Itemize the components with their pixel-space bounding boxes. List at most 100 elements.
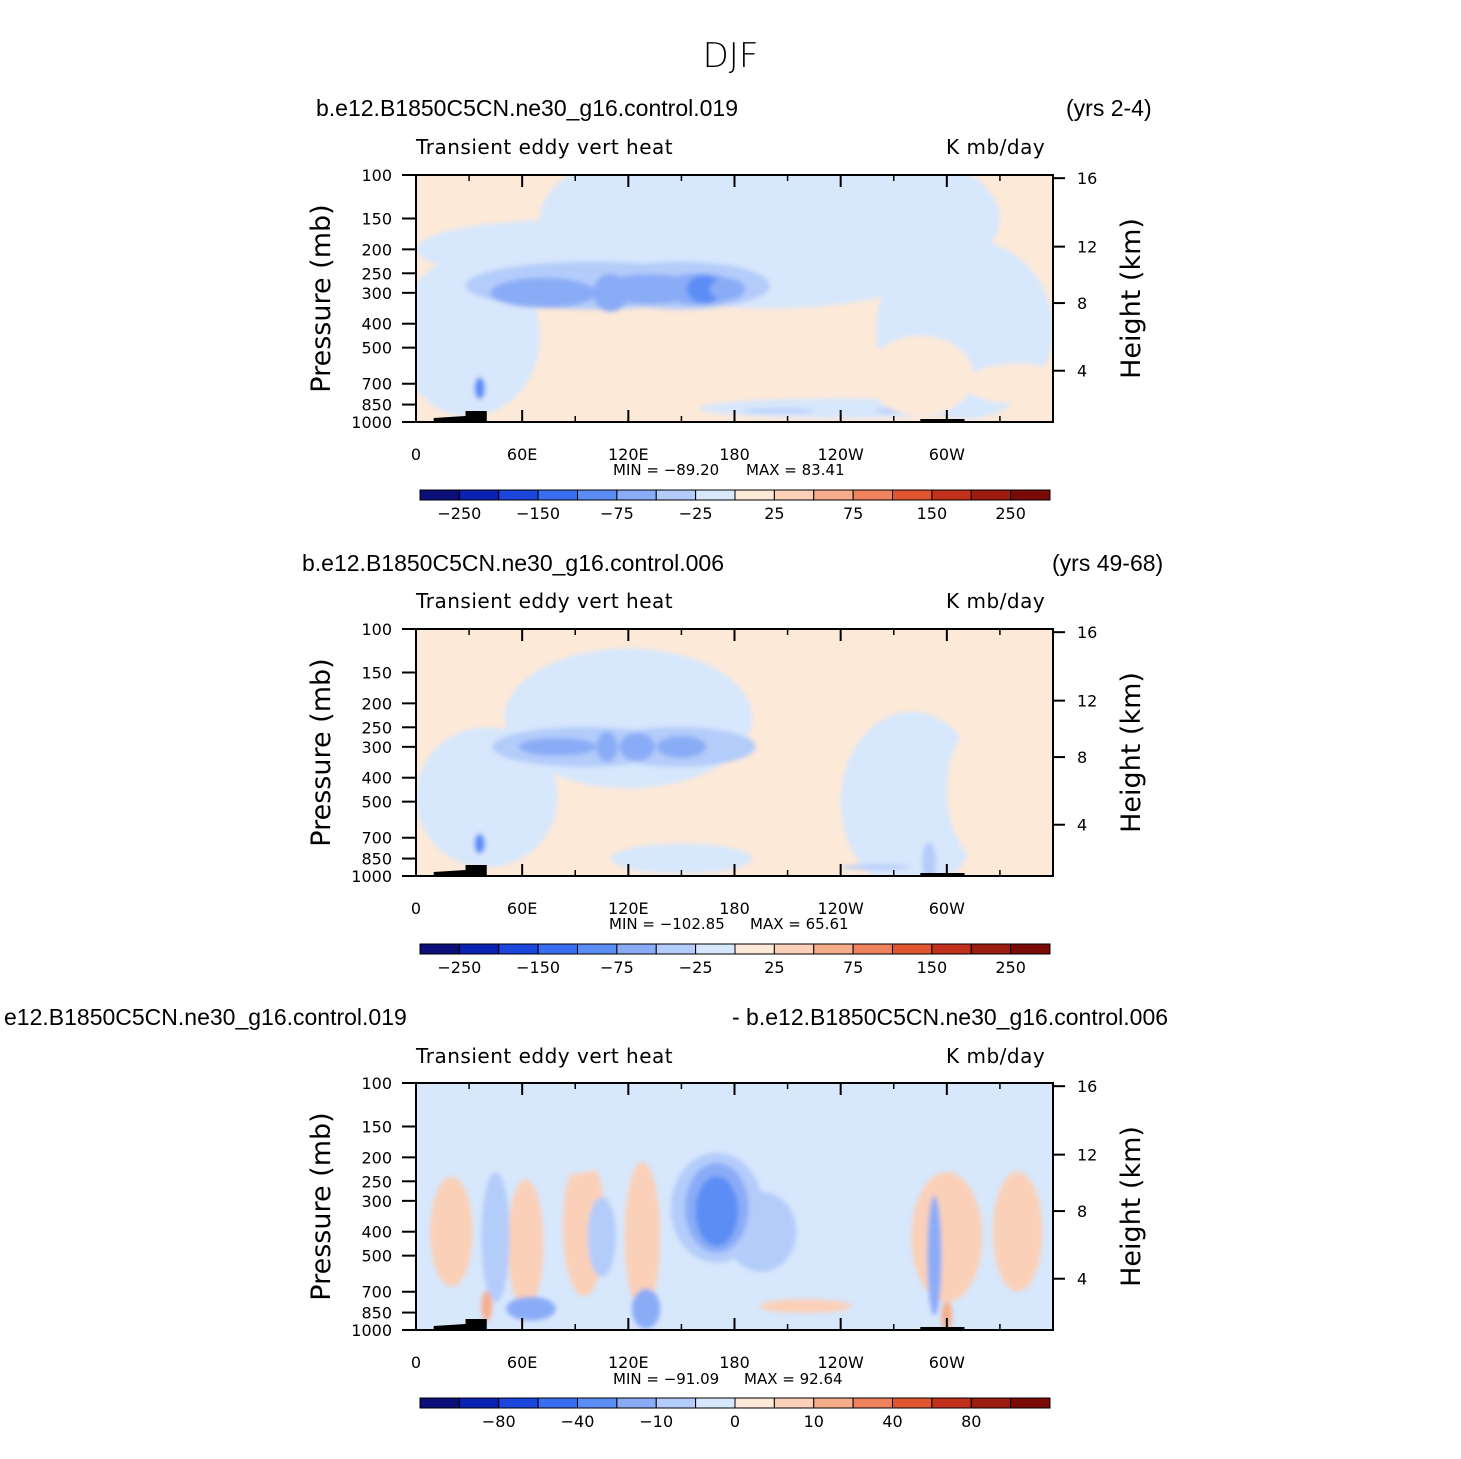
panel3-contour-region — [631, 1288, 661, 1329]
panel3-x-tick-label: 120W — [817, 1353, 864, 1372]
panel3-colorbar-swatch — [773, 1397, 815, 1409]
panel3-contour-region — [416, 1137, 620, 1178]
panel3-colorbar-label: −10 — [639, 1412, 673, 1431]
panel2-colorbar-swatch — [852, 943, 893, 955]
panel3-y-tick-label: 500 — [361, 1247, 392, 1266]
panel3-contour-region — [695, 1176, 739, 1247]
panel1-y-tick-label: 100 — [361, 166, 392, 185]
panel2-y-tick-label: 400 — [361, 769, 392, 788]
panel3-colorbar-swatch — [931, 1397, 972, 1409]
panel1-x-tick-label: 60E — [507, 445, 537, 464]
panel3-contour-region — [941, 1301, 953, 1330]
panel1-colorbar-swatch — [537, 489, 578, 501]
panel2-colorbar-swatch — [458, 943, 500, 955]
panel3-y-right-tick-label: 12 — [1077, 1146, 1097, 1165]
panel2-case-name: b.e12.B1850C5CN.ne30_g16.control.006 — [302, 550, 724, 576]
panel1-x-tick-label: 120E — [608, 445, 649, 464]
panel1-y-tick-label: 400 — [361, 315, 392, 334]
panel2-colorbar-swatch — [577, 943, 618, 955]
panel3-x-tick-label: 0 — [411, 1353, 421, 1372]
panel2-max: MAX = 65.61 — [750, 915, 849, 933]
panel1-x-tick-label: 120W — [817, 445, 864, 464]
panel2-colorbar-swatch — [970, 943, 1012, 955]
panel2-y-tick-label: 100 — [361, 620, 392, 639]
panel2-colorbar-swatch — [773, 943, 815, 955]
panel3-x-tick-label: 60W — [929, 1353, 965, 1372]
panel3-colorbar-label: −80 — [482, 1412, 516, 1431]
panel3-x-tick-label: 180 — [719, 1353, 750, 1372]
panel3-contour-region — [587, 1196, 616, 1277]
panel2-x-tick-label: 120E — [608, 899, 649, 918]
panel2-years: (yrs 49-68) — [1052, 550, 1164, 576]
panel3-y-tick-label: 200 — [361, 1148, 392, 1167]
panel1-contour-field — [416, 175, 1053, 422]
panel2-colorbar-label: −250 — [437, 958, 481, 977]
panel3-y-tick-label: 1000 — [351, 1321, 392, 1340]
panel3-contour-region — [430, 1176, 473, 1287]
panel3-y-right-tick-label: 16 — [1077, 1077, 1097, 1096]
panel1-variable-name: Transient eddy vert heat — [416, 135, 674, 159]
panel3-contour-region — [506, 1296, 556, 1321]
panel2-contour-region — [474, 833, 486, 854]
panel3-colorbar-swatch — [1010, 1397, 1051, 1409]
panel2-y-tick-label: 1000 — [351, 867, 392, 886]
panel2-colorbar-label: 75 — [843, 958, 863, 977]
panel2-x-tick-label: 60W — [929, 899, 965, 918]
panel2-y-tick-label: 850 — [361, 850, 392, 869]
panel1-contour-region — [474, 377, 486, 400]
panel2-contour-shading — [416, 648, 1053, 876]
panel2-y-tick-label: 150 — [361, 663, 392, 682]
panel1-colorbar-swatch — [458, 489, 500, 501]
panel3-topography — [433, 1319, 487, 1330]
panel3-y-tick-label: 400 — [361, 1223, 392, 1242]
panel1-contour-region — [709, 278, 746, 301]
panel1-topography — [920, 419, 965, 422]
panel2-colorbar-swatch — [1010, 943, 1051, 955]
panel2-y-right-tick-label: 8 — [1077, 748, 1087, 767]
panel3-x-tick-label: 120E — [608, 1353, 649, 1372]
panel3-colorbar-label: −40 — [561, 1412, 595, 1431]
panel1-colorbar-swatch — [577, 489, 618, 501]
panel1-colorbar-swatch — [892, 489, 933, 501]
panel3-colorbar-swatch — [458, 1397, 500, 1409]
panel2-y-tick-label: 300 — [361, 738, 392, 757]
panel2-units: K mb/day — [946, 589, 1046, 613]
panel2-contour-region — [518, 737, 597, 756]
panel1-contour-region — [964, 363, 1053, 404]
panel1-y-right-tick-label: 4 — [1077, 362, 1087, 381]
panel3-colorbar-label: 0 — [730, 1412, 740, 1431]
panel1-min: MIN = −89.20 — [613, 461, 720, 479]
panel3-contour-field — [416, 1083, 1053, 1330]
panel1-colorbar-label: 75 — [843, 504, 863, 523]
panel3-y-tick-label: 150 — [361, 1117, 392, 1136]
panel3-contour-region — [927, 1195, 942, 1316]
panel2-topography — [920, 873, 965, 876]
panel3-colorbar-swatch — [537, 1397, 578, 1409]
panel1-years: (yrs 2-4) — [1066, 95, 1152, 121]
panel1-y-tick-label: 1000 — [351, 413, 392, 432]
panel3-colorbar-swatch — [695, 1397, 736, 1409]
panel2-colorbar-swatch — [813, 943, 854, 955]
panel3-colorbar-swatch — [734, 1397, 775, 1409]
panel2-contour-region — [922, 842, 937, 876]
panel1-colorbar-label: 25 — [764, 504, 784, 523]
panel1-x-tick-label: 0 — [411, 445, 421, 464]
panel2-y-tick-label: 500 — [361, 793, 392, 812]
panel3-x-tick-label: 60E — [507, 1353, 537, 1372]
panel2-x-tick-label: 120W — [817, 899, 864, 918]
panel2-topography — [433, 865, 487, 876]
figure-title: DJF — [702, 36, 759, 76]
panel3-contour-region — [481, 1291, 493, 1322]
panel3-colorbar-swatch — [970, 1397, 1012, 1409]
panel1-colorbar-swatch — [931, 489, 972, 501]
panel2-y-right-tick-label: 12 — [1077, 692, 1097, 711]
panel2-y-axis-title: Pressure (mb) — [306, 658, 337, 846]
panel3-case-subtracted: - b.e12.B1850C5CN.ne30_g16.control.006 — [732, 1004, 1169, 1030]
panel2-colorbar-label: −75 — [600, 958, 634, 977]
panel3-case-name: e12.B1850C5CN.ne30_g16.control.019 — [4, 1004, 407, 1030]
panel1-colorbar-swatch — [498, 489, 539, 501]
panel2-colorbar-swatch — [734, 943, 775, 955]
panel3-y-tick-label: 100 — [361, 1074, 392, 1093]
panel2-colorbar-swatch — [892, 943, 933, 955]
panel1-y-right-tick-label: 16 — [1077, 169, 1097, 188]
